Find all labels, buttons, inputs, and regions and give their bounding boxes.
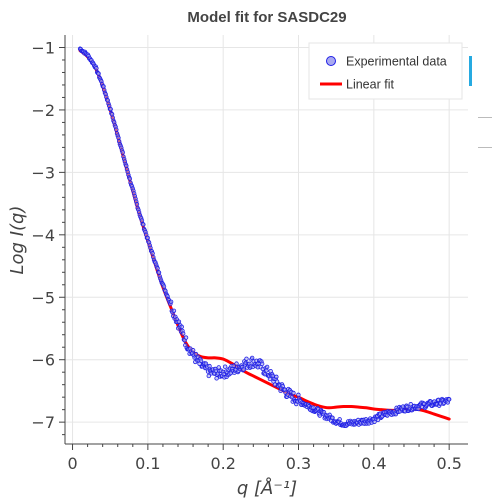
- axes: [64, 35, 468, 445]
- data-point: [244, 356, 249, 361]
- data-point: [267, 376, 273, 382]
- toolbar-active-tool-indicator[interactable]: [469, 56, 472, 86]
- data-point: [134, 202, 140, 207]
- toolbar-tool-1[interactable]: [478, 117, 492, 118]
- data-point: [291, 390, 296, 396]
- y-tick-label: −2: [31, 101, 55, 120]
- chart-title: Model fit for SASDC29: [187, 9, 346, 26]
- data-point: [296, 392, 301, 398]
- data-point: [139, 218, 145, 223]
- x-tick-label: 0.3: [286, 454, 311, 473]
- data-point: [141, 222, 146, 227]
- data-point: [206, 373, 211, 379]
- data-point: [375, 417, 381, 423]
- data-point: [183, 335, 189, 340]
- data-point: [114, 127, 119, 132]
- data-point: [176, 319, 182, 324]
- data-point: [259, 361, 265, 367]
- x-tick-label: 0.5: [436, 454, 461, 473]
- data-point: [198, 358, 204, 363]
- tick-labels: 0 0.1 0.2 0.3 0.4 0.5 −1 −2 −3 −4 −5 −6 −7: [31, 38, 461, 473]
- data-point: [222, 364, 228, 369]
- experimental-series: [77, 46, 452, 429]
- data-point: [168, 299, 174, 305]
- data-point: [155, 266, 160, 271]
- legend-label-fit: Linear fit: [346, 78, 394, 92]
- data-point: [180, 331, 186, 336]
- data-point: [330, 415, 335, 420]
- legend: Experimental data Linear fit: [308, 42, 463, 100]
- legend-label-experimental: Experimental data: [346, 55, 447, 69]
- data-point: [108, 106, 113, 112]
- data-point: [446, 397, 452, 402]
- y-tick-label: −1: [31, 38, 55, 57]
- y-tick-label: −5: [31, 288, 55, 307]
- y-tick-label: −3: [31, 163, 55, 182]
- data-point: [124, 163, 129, 169]
- legend-box: [308, 42, 463, 100]
- x-tick-label: 0.4: [361, 454, 386, 473]
- data-point: [190, 348, 196, 353]
- data-point: [127, 176, 133, 181]
- data-point: [408, 401, 413, 407]
- legend-marker-experimental: [326, 56, 336, 66]
- data-point: [116, 135, 121, 140]
- data-point: [171, 308, 177, 313]
- y-tick-label: −4: [31, 226, 55, 245]
- data-point: [101, 84, 106, 89]
- data-point: [161, 284, 167, 289]
- data-point: [264, 364, 270, 370]
- grid-lines: [65, 35, 468, 444]
- y-tick-label: −6: [31, 351, 55, 370]
- data-point: [145, 235, 150, 241]
- x-tick-label: 0.2: [210, 454, 235, 473]
- data-point: [317, 413, 322, 418]
- data-point: [109, 112, 115, 117]
- data-point: [207, 363, 212, 369]
- data-point: [337, 417, 342, 422]
- data-point: [96, 71, 101, 76]
- data-point: [241, 367, 246, 372]
- x-tick-label: 0: [67, 454, 77, 473]
- data-point: [214, 376, 219, 381]
- x-tick-label: 0.1: [135, 454, 160, 473]
- x-axis-title: q [Å⁻¹]: [237, 477, 297, 499]
- y-tick-label: −7: [31, 413, 55, 432]
- data-point: [179, 324, 184, 329]
- data-point: [156, 270, 162, 275]
- data-point: [150, 251, 155, 256]
- toolbar-tool-2[interactable]: [478, 147, 492, 148]
- data-point: [311, 405, 316, 410]
- data-point: [416, 406, 421, 412]
- data-point: [264, 368, 269, 373]
- data-point: [120, 150, 125, 155]
- y-axis-title: Log I(q): [7, 206, 28, 275]
- data-point: [274, 374, 279, 380]
- data-point: [94, 66, 99, 71]
- data-point: [321, 410, 327, 415]
